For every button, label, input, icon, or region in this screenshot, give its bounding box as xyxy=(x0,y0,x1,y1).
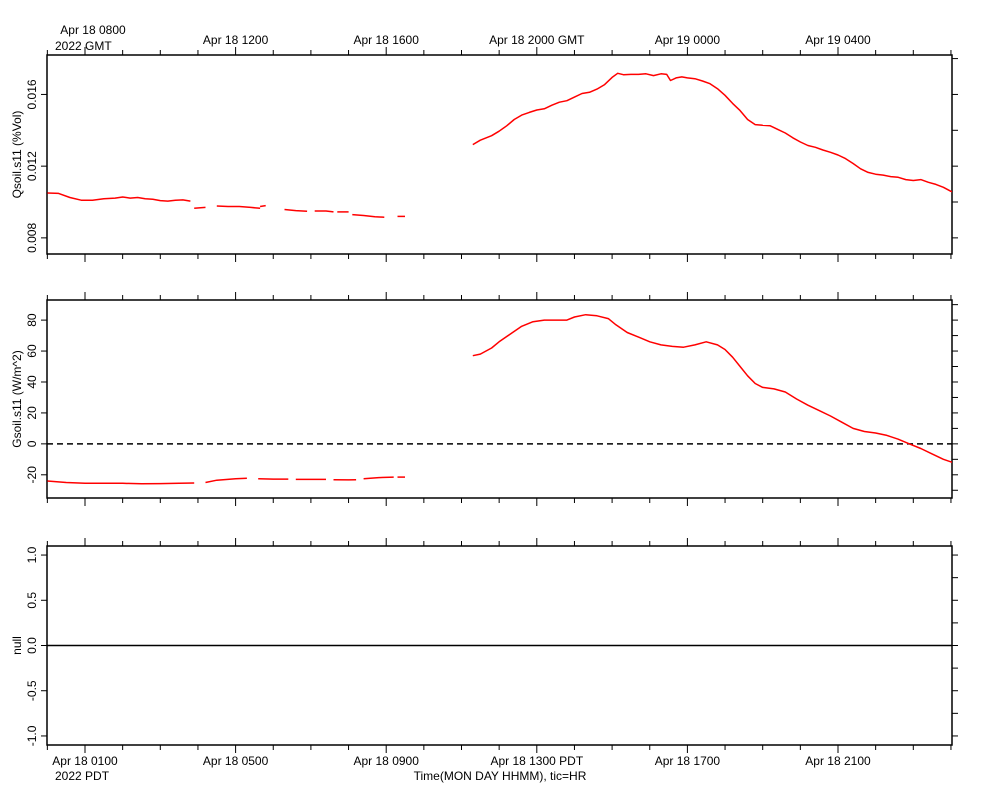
y-tick-label: 0.016 xyxy=(25,79,39,109)
y-tick-label: -1.0 xyxy=(25,725,39,746)
series-line-segment xyxy=(472,72,952,193)
series-line-segment xyxy=(47,192,191,202)
series-line-segment xyxy=(259,204,266,208)
gsoil-panel: -20 0 20 40 60 80 Gsoil.s11 (W/m^2) xyxy=(10,292,958,506)
y-tick-label: 20 xyxy=(25,406,39,420)
y-tick-label: 40 xyxy=(25,375,39,389)
x-axis-title: Time(MON DAY HHMM), tic=HR xyxy=(414,769,587,783)
series-line-segment xyxy=(205,477,247,484)
bottom-tick-label: Apr 18 1300 PDT xyxy=(490,754,583,768)
series-line-segment xyxy=(216,205,261,210)
y-tick-label: 0.5 xyxy=(25,592,39,609)
y-tick-label: 0.012 xyxy=(25,151,39,181)
top-year-label: 2022 GMT xyxy=(55,39,112,53)
null-panel: -1.0 -0.5 0.0 0.5 1.0 null xyxy=(10,538,958,753)
series-line-segment xyxy=(194,206,206,210)
y-axis-label: Qsoil.s11 (%Vol) xyxy=(10,111,24,199)
series-line-segment xyxy=(314,210,334,213)
bottom-tick-label: Apr 18 0100 xyxy=(52,754,118,768)
bottom-tick-label: Apr 18 0900 xyxy=(354,754,420,768)
top-tick-label: Apr 18 1200 xyxy=(203,33,269,47)
y-axis-label: null xyxy=(10,636,24,655)
y-tick-label: 0.008 xyxy=(25,223,39,253)
y-tick-label: 0 xyxy=(25,440,39,447)
bottom-tick-label: Apr 18 1700 xyxy=(655,754,721,768)
y-tick-label: -20 xyxy=(25,466,39,484)
y-axis-label: Gsoil.s11 (W/m^2) xyxy=(10,350,24,447)
bottom-tick-label: Apr 18 0500 xyxy=(203,754,269,768)
series-line-segment xyxy=(284,208,308,213)
top-tick-label: Apr 18 2000 GMT xyxy=(489,33,585,47)
plot-frame xyxy=(46,54,953,255)
bottom-tick-label: Apr 18 2100 xyxy=(805,754,871,768)
plot-frame xyxy=(46,299,953,499)
y-tick-label: 0.0 xyxy=(25,637,39,654)
top-tick-label: Apr 19 0000 xyxy=(655,33,721,47)
top-tick-label: Apr 19 0400 xyxy=(805,33,871,47)
y-tick-label: 1.0 xyxy=(25,546,39,563)
y-tick-label: 80 xyxy=(25,313,39,327)
series-line-segment xyxy=(363,476,394,480)
y-tick-label: -0.5 xyxy=(25,680,39,701)
series-line-segment xyxy=(47,480,195,485)
top-tick-label-first: Apr 18 0800 xyxy=(60,23,126,37)
y-tick-label: 60 xyxy=(25,344,39,358)
bottom-time-axis: Apr 18 0100 Apr 18 0500 Apr 18 0900 Apr 18 … xyxy=(52,754,871,783)
top-time-axis: Apr 18 0800 Apr 18 1200 Apr 18 1600 Apr 18 … xyxy=(55,23,871,53)
series-line-segment xyxy=(352,213,385,218)
top-tick-label: Apr 18 1600 xyxy=(354,33,420,47)
series-line-segment xyxy=(472,313,952,464)
bottom-year-label: 2022 PDT xyxy=(55,769,110,783)
